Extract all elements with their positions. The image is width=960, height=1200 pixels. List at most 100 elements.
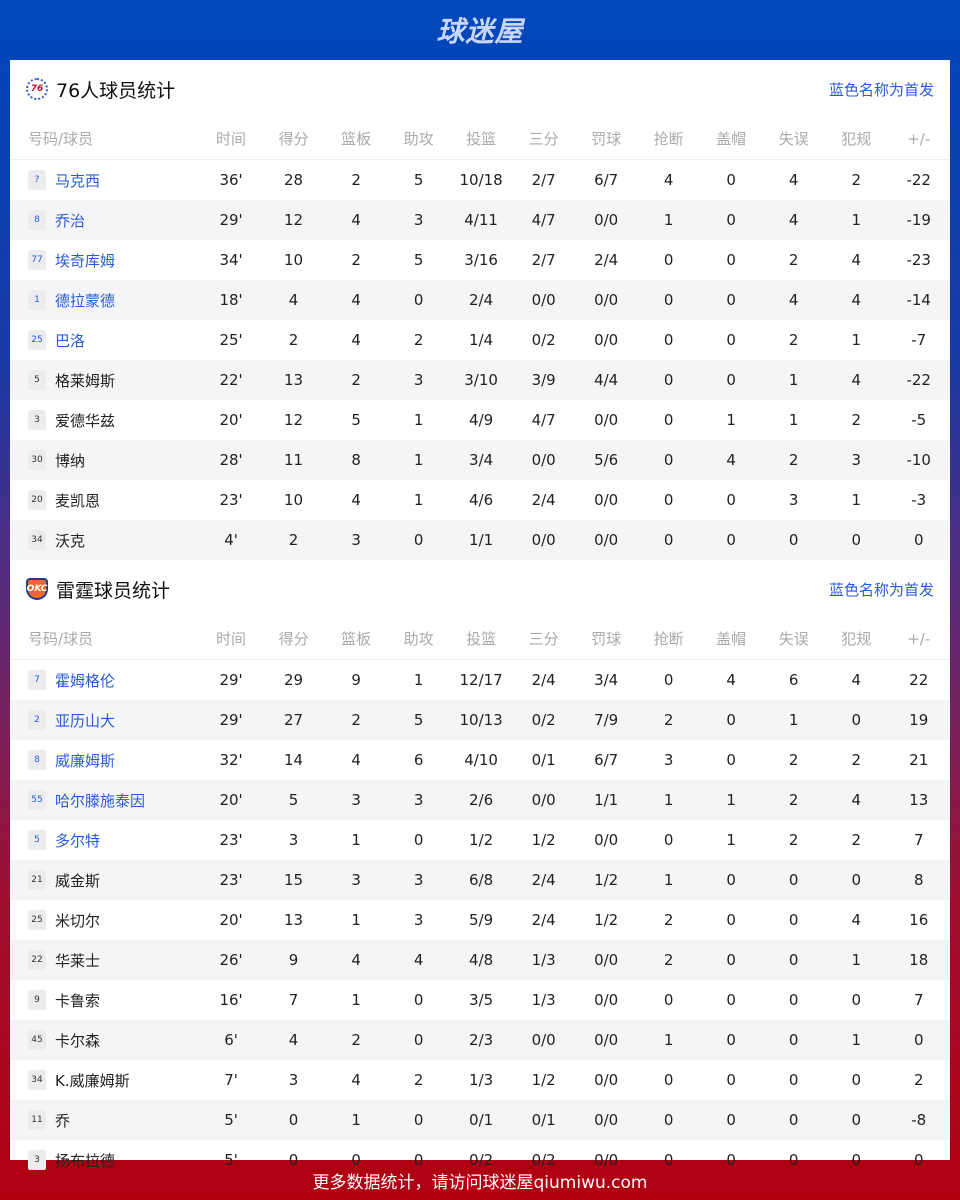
table-row[interactable]: 8 乔治 29' 12 4 3 4/11 4/7 0/0 1 0 4 1 -19 [10,200,950,240]
table-row[interactable]: 55 哈尔滕施泰因 20' 5 3 3 2/6 0/0 1/1 1 1 2 4 13 [10,780,950,820]
stat-cell: 0 [851,1071,861,1089]
stat-cell: 2 [788,831,799,849]
jersey-number: 1 [28,290,46,310]
stat-cell: 2 [788,751,799,769]
stat-cell: 2 [851,831,861,849]
stat-cell: 4 [851,251,861,269]
table-row[interactable]: 34 K.威廉姆斯 7' 3 4 2 1/3 1/2 0/0 0 0 0 0 2 [10,1060,950,1100]
table-row[interactable]: 45 卡尔森 6' 4 2 0 2/3 0/0 0/0 1 0 0 1 0 [10,1020,950,1060]
table-row[interactable]: 25 米切尔 20' 13 1 3 5/9 2/4 1/2 2 0 0 4 16 [10,900,950,940]
player-name[interactable]: 威金斯 [55,871,101,890]
stat-cell: 1 [726,411,736,429]
stat-cell: 2/4 [594,251,619,269]
table-row[interactable]: 21 威金斯 23' 15 3 3 6/8 2/4 1/2 1 0 0 0 8 [10,860,950,900]
stat-cell: 1 [663,1031,674,1049]
column-header: 罚球 [591,130,622,148]
player-name[interactable]: 米切尔 [55,911,101,930]
stat-cell: 0 [851,1111,861,1129]
table-row[interactable]: 1 德拉蒙德 18' 4 4 0 2/4 0/0 0/0 0 0 4 4 -14 [10,280,950,320]
stat-cell: 2 [851,751,861,769]
stat-cell: 5' [224,1111,238,1129]
table-row[interactable]: 20 麦凯恩 23' 10 4 1 4/6 2/4 0/0 0 0 3 1 -3 [10,480,950,520]
stat-cell: 0 [351,1151,361,1169]
player-name[interactable]: 霍姆格伦 [55,671,116,690]
stat-cell: 0 [413,1151,424,1169]
player-name[interactable]: 麦凯恩 [55,491,101,510]
stat-cell: 3 [413,371,424,389]
stat-cell: 12 [284,411,304,429]
table-row[interactable]: 30 博纳 28' 11 8 1 3/4 0/0 5/6 0 4 2 3 -10 [10,440,950,480]
player-name[interactable]: 格莱姆斯 [55,371,116,390]
stat-cell: 0/0 [594,1071,619,1089]
stat-cell: 1 [413,451,424,469]
player-name[interactable]: 博纳 [55,451,86,470]
column-header: 投篮 [466,130,497,148]
stat-cell: 5 [413,171,424,189]
table-row[interactable]: 7 霍姆格伦 29' 29 9 1 12/17 2/4 3/4 0 4 6 4 22 [10,660,950,700]
player-name[interactable]: 哈尔滕施泰因 [55,791,146,810]
stat-cell: 4 [351,291,361,309]
stat-cell: 1 [351,831,361,849]
table-row[interactable]: 34 沃克 4' 2 3 0 1/1 0/0 0/0 0 0 0 0 0 [10,520,950,560]
stat-cell: 5 [413,711,424,729]
stat-cell: 0/0 [594,991,619,1009]
player-name[interactable]: K.威廉姆斯 [55,1071,130,1090]
stat-cell: 0/1 [531,751,556,769]
table-row[interactable]: 2 亚历山大 29' 27 2 5 10/13 0/2 7/9 2 0 1 0 19 [10,700,950,740]
stat-cell: 0 [726,251,736,269]
stat-cell: 0 [663,411,674,429]
column-header: 得分 [278,630,309,648]
player-cell: 8 乔治 [10,210,200,231]
stat-cell: 1 [851,1031,861,1049]
stat-cell: 0 [413,531,424,549]
jersey-number: 34 [28,530,46,550]
column-header: 篮板 [341,630,372,648]
player-name[interactable]: 多尔特 [55,831,101,850]
player-name[interactable]: 亚历山大 [55,711,116,730]
stat-cell: 0 [663,671,674,689]
team-logo-icon: OKC [26,578,48,600]
column-header: 三分 [528,630,559,648]
table-row[interactable]: 5 多尔特 23' 3 1 0 1/2 1/2 0/0 0 1 2 2 7 [10,820,950,860]
table-row[interactable]: ? 马克西 36' 28 2 5 10/18 2/7 6/7 4 0 4 2 -22 [10,160,950,200]
stat-cell: 8 [351,451,361,469]
player-cell: 11 乔 [10,1110,200,1131]
table-header: 号码/球员 时间 得分 篮板 助攻 投篮 三分 罚球 抢断 盖帽 失误 犯规 +/- [10,118,950,160]
player-name[interactable]: 威廉姆斯 [55,751,116,770]
player-name[interactable]: 马克西 [55,171,101,190]
team-title: 76 76人球员统计 [26,76,175,103]
stat-cell: 2 [913,1071,924,1089]
table-row[interactable]: 22 华莱士 26' 9 4 4 4/8 1/3 0/0 2 0 0 1 18 [10,940,950,980]
player-name[interactable]: 卡鲁索 [55,991,101,1010]
stat-cell: 2 [851,411,861,429]
table-row[interactable]: 8 威廉姆斯 32' 14 4 6 4/10 0/1 6/7 3 0 2 2 21 [10,740,950,780]
stat-cell: 2/7 [531,171,556,189]
player-name[interactable]: 乔治 [55,211,86,230]
stat-cell: 0 [913,1151,924,1169]
stat-cell: 0/0 [594,1031,619,1049]
stat-cell: 0 [663,831,674,849]
table-row[interactable]: 5 格莱姆斯 22' 13 2 3 3/10 3/9 4/4 0 0 1 4 -22 [10,360,950,400]
table-row[interactable]: 11 乔 5' 0 1 0 0/1 0/1 0/0 0 0 0 0 -8 [10,1100,950,1140]
player-name[interactable]: 沃克 [55,531,86,550]
player-name[interactable]: 扬布拉德 [55,1151,116,1170]
player-name[interactable]: 爱德华兹 [55,411,116,430]
table-row[interactable]: 9 卡鲁索 16' 7 1 0 3/5 1/3 0/0 0 0 0 0 7 [10,980,950,1020]
player-name[interactable]: 德拉蒙德 [55,291,116,310]
stat-cell: 25' [219,331,243,349]
table-row[interactable]: 3 爱德华兹 20' 12 5 1 4/9 4/7 0/0 0 1 1 2 -5 [10,400,950,440]
player-name[interactable]: 华莱士 [55,951,101,970]
player-name[interactable]: 埃奇库姆 [55,251,116,270]
stat-cell: 12/17 [459,671,503,689]
table-row[interactable]: 25 巴洛 25' 2 4 2 1/4 0/2 0/0 0 0 2 1 -7 [10,320,950,360]
stat-cell: 9 [351,671,361,689]
stat-cell: -23 [906,251,931,269]
brand-logo: 球迷屋 [436,15,524,48]
stat-cell: 2 [351,711,361,729]
stat-cell: 0 [851,711,861,729]
player-name[interactable]: 卡尔森 [55,1031,101,1050]
table-row[interactable]: 77 埃奇库姆 34' 10 2 5 3/16 2/7 2/4 0 0 2 4 -23 [10,240,950,280]
table-row[interactable]: 3 扬布拉德 5' 0 0 0 0/2 0/2 0/0 0 0 0 0 0 [10,1140,950,1180]
player-name[interactable]: 乔 [55,1111,71,1130]
player-name[interactable]: 巴洛 [55,331,86,350]
